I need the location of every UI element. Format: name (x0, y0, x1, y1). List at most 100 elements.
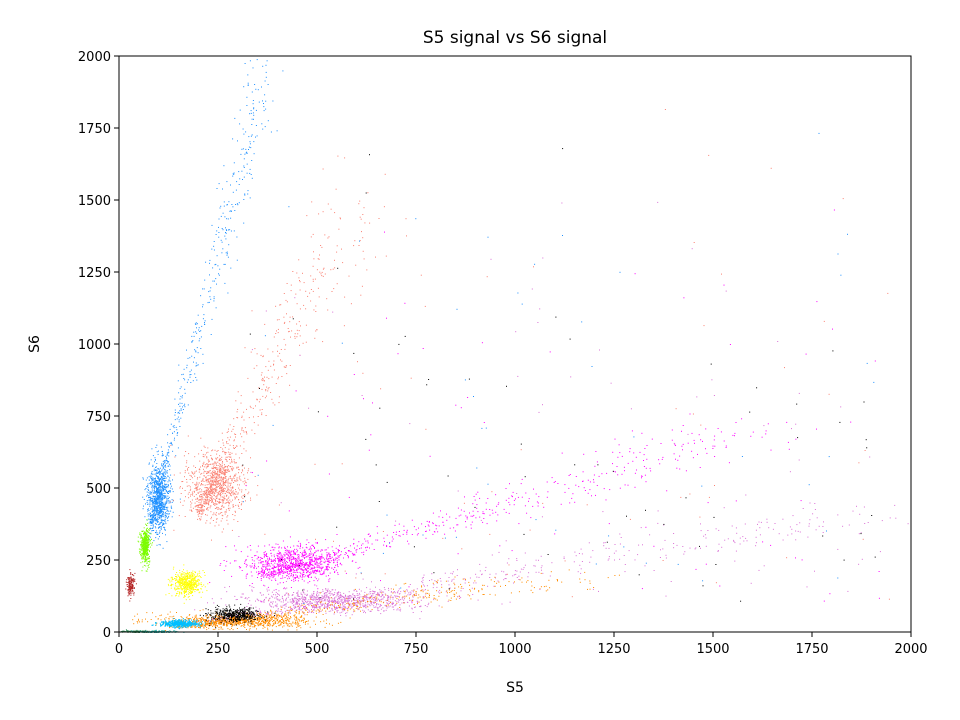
data-point (220, 494, 222, 496)
data-point (163, 465, 165, 467)
data-point (153, 515, 155, 516)
data-point (295, 607, 296, 608)
data-point (286, 575, 288, 577)
data-point (213, 472, 215, 474)
data-point (334, 212, 336, 214)
data-point (306, 608, 308, 610)
data-point (209, 487, 211, 489)
data-point (163, 477, 165, 479)
data-point (167, 498, 169, 500)
data-point (294, 610, 296, 612)
data-point (235, 445, 237, 447)
data-point (286, 571, 288, 572)
data-point (373, 590, 374, 592)
data-point (279, 569, 281, 571)
data-point (198, 512, 200, 514)
data-point (159, 497, 161, 499)
data-point (322, 566, 324, 568)
data-point (337, 572, 339, 574)
data-point (325, 588, 326, 590)
data-point (147, 485, 149, 487)
data-point (276, 606, 278, 608)
data-point (251, 91, 253, 93)
data-point (321, 597, 323, 598)
data-point (313, 572, 314, 574)
data-point (184, 406, 186, 408)
data-point (420, 611, 422, 613)
data-point (153, 468, 155, 470)
data-point (302, 563, 304, 565)
data-point (223, 487, 225, 489)
data-point (342, 607, 344, 609)
data-point (158, 468, 160, 470)
data-point (306, 600, 308, 602)
data-point (205, 476, 207, 478)
data-point (759, 527, 761, 529)
data-point (195, 509, 197, 510)
data-point (161, 506, 163, 508)
data-point (224, 452, 226, 454)
data-point (357, 599, 359, 601)
data-point (291, 566, 293, 568)
data-point (210, 455, 212, 456)
data-point (253, 567, 255, 569)
data-point (241, 465, 243, 467)
data-point (227, 466, 228, 468)
data-point (154, 483, 156, 484)
data-point (273, 369, 275, 371)
data-point (432, 522, 434, 524)
data-point (209, 474, 211, 476)
data-point (218, 232, 220, 233)
data-point (166, 502, 168, 504)
data-point (219, 564, 221, 566)
data-point (149, 515, 151, 517)
data-point (151, 520, 153, 522)
data-point (233, 172, 235, 174)
data-point (180, 501, 181, 503)
data-point (305, 324, 307, 326)
data-point (179, 498, 181, 500)
data-point (498, 502, 500, 504)
data-point (169, 480, 171, 482)
data-point (211, 459, 213, 461)
data-point (206, 452, 207, 454)
data-point (158, 527, 159, 529)
data-point (360, 603, 362, 605)
data-point (277, 593, 279, 595)
data-point (211, 477, 213, 479)
data-point (273, 573, 275, 575)
data-point (353, 589, 355, 591)
data-point (280, 349, 282, 350)
data-point (509, 483, 510, 485)
data-point (457, 507, 459, 509)
data-point (205, 501, 206, 503)
data-point (355, 600, 357, 602)
data-point (272, 573, 274, 575)
data-point (161, 498, 163, 500)
data-point (318, 571, 320, 573)
data-point (209, 274, 210, 276)
data-point (172, 500, 174, 502)
data-point (389, 546, 391, 548)
data-point (290, 570, 292, 572)
data-point (209, 494, 211, 496)
data-point (163, 523, 165, 525)
data-point (312, 554, 314, 555)
data-point (207, 466, 208, 468)
data-point (158, 524, 159, 526)
data-point (299, 598, 301, 599)
data-point (194, 488, 196, 489)
data-point (193, 357, 195, 359)
data-point (158, 501, 160, 503)
data-point (150, 508, 152, 510)
data-point (263, 555, 265, 557)
data-point (221, 432, 223, 434)
data-point (273, 363, 275, 365)
data-point (336, 611, 338, 613)
data-point (336, 251, 338, 253)
data-point (220, 487, 222, 489)
data-point (152, 526, 154, 528)
data-point (317, 287, 319, 289)
data-point (152, 496, 154, 498)
data-point (247, 546, 249, 548)
